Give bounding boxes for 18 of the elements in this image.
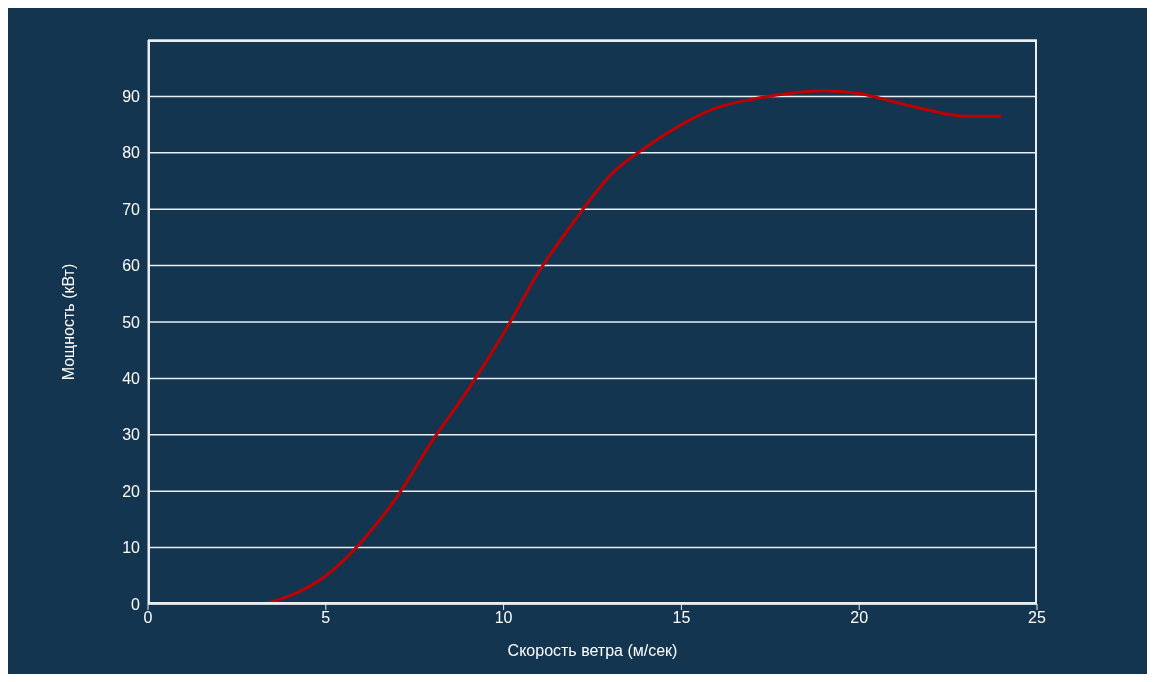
y-tick-label: 30 [122, 426, 141, 444]
y-tick-label: 20 [122, 482, 141, 500]
y-tick-label: 70 [122, 200, 141, 218]
x-tick-label: 0 [143, 609, 153, 627]
x-tick-label: 20 [850, 609, 869, 627]
x-tick-label: 10 [494, 609, 513, 627]
y-tick-label: 90 [122, 88, 141, 106]
y-tick-label: 10 [122, 539, 141, 557]
y-tick-label: 50 [122, 313, 141, 331]
x-tick-label: 15 [672, 609, 691, 627]
y-tick-label: 80 [122, 144, 141, 162]
y-axis-title: Мощность (кВт) [59, 263, 77, 381]
y-tick-label: 60 [122, 257, 141, 275]
x-axis-title: Скорость ветра (м/сек) [507, 642, 678, 659]
x-tick-label: 25 [1028, 609, 1046, 627]
y-tick-label: 0 [131, 595, 141, 613]
x-tick-label: 5 [321, 609, 331, 627]
y-tick-label: 40 [122, 370, 141, 388]
